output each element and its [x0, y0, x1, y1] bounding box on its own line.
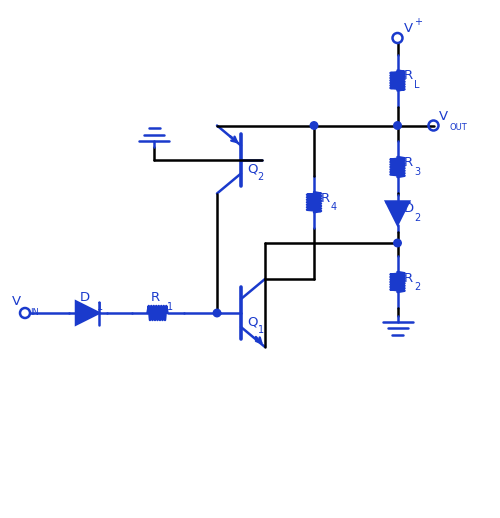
- Text: R: R: [320, 192, 330, 205]
- Text: D: D: [404, 203, 414, 215]
- Text: R: R: [404, 271, 413, 284]
- Text: Q: Q: [247, 315, 258, 328]
- Text: IN: IN: [30, 308, 39, 317]
- Text: 1: 1: [258, 325, 264, 335]
- Polygon shape: [76, 301, 99, 324]
- Circle shape: [213, 309, 221, 316]
- Text: 1: 1: [96, 302, 102, 312]
- Text: V: V: [12, 295, 21, 308]
- Text: L: L: [414, 79, 420, 90]
- Polygon shape: [386, 202, 409, 224]
- Text: +: +: [414, 17, 422, 27]
- Text: Q: Q: [247, 162, 258, 175]
- Text: 2: 2: [258, 171, 264, 181]
- Circle shape: [310, 122, 318, 130]
- Text: 2: 2: [414, 282, 420, 292]
- Text: V: V: [404, 22, 412, 36]
- Text: D: D: [80, 291, 90, 304]
- Text: R: R: [150, 291, 160, 304]
- Circle shape: [394, 239, 401, 247]
- Text: R: R: [404, 69, 413, 82]
- Text: V: V: [439, 110, 448, 123]
- Text: OUT: OUT: [449, 122, 467, 132]
- Text: 2: 2: [414, 213, 421, 223]
- Text: 3: 3: [414, 167, 420, 177]
- Text: R: R: [404, 156, 413, 169]
- Text: 4: 4: [330, 202, 336, 212]
- Text: 1: 1: [166, 302, 172, 312]
- Circle shape: [394, 122, 401, 130]
